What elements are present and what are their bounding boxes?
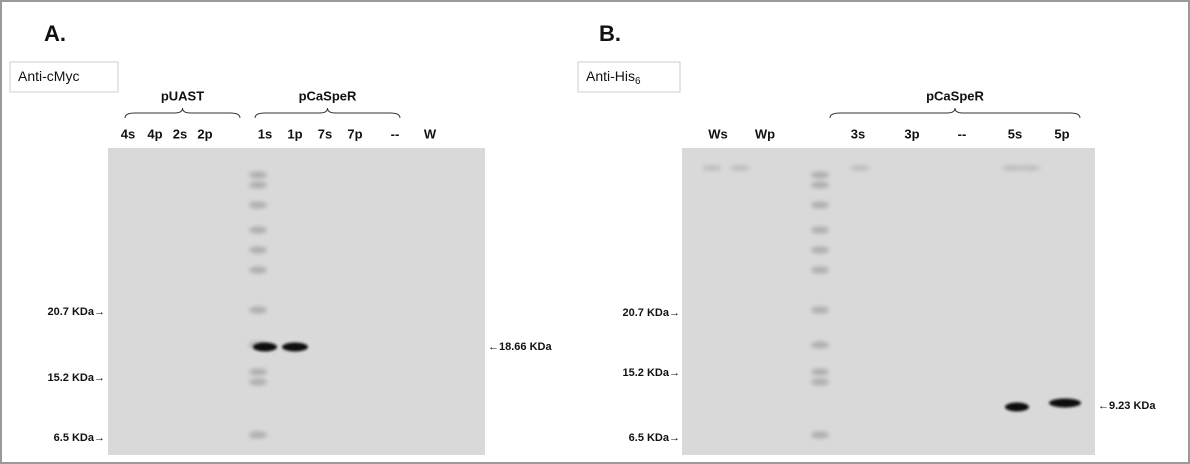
lane-label: Wp <box>755 126 775 141</box>
lane-label: 4p <box>147 126 162 141</box>
ladder-band <box>811 227 829 234</box>
antibody-subscript: 6 <box>635 76 641 87</box>
antibody-label: Anti-cMyc <box>18 68 79 84</box>
ladder-band <box>249 227 267 234</box>
group-label: pCaSpeR <box>299 88 357 103</box>
faint-band <box>730 165 750 171</box>
group-label: pUAST <box>161 88 204 103</box>
lane-label: 4s <box>121 126 135 141</box>
lane-label: 7p <box>347 126 362 141</box>
marker-label: 15.2 KDa→ <box>48 372 105 384</box>
ladder-band <box>249 182 267 189</box>
marker-label: 15.2 KDa→ <box>623 367 680 379</box>
lane-label: 7s <box>318 126 332 141</box>
lane-label: Ws <box>708 126 728 141</box>
panel-label: A. <box>44 21 66 46</box>
ladder-band <box>249 247 267 254</box>
lane-label: 5s <box>1008 126 1022 141</box>
ladder-band <box>249 202 267 209</box>
protein-band <box>282 343 308 352</box>
antibody-name: Anti-cMyc <box>18 68 79 84</box>
ladder-band <box>249 432 267 439</box>
lane-label: 2s <box>173 126 187 141</box>
ladder-band <box>249 172 267 179</box>
faint-band <box>850 165 870 171</box>
antibody-name: Anti-His <box>586 68 635 84</box>
faint-band <box>1002 165 1022 171</box>
ladder-band <box>811 202 829 209</box>
marker-label: 20.7 KDa→ <box>623 307 680 319</box>
figure: A. Anti-cMyc pUAST pCaSpeR 4s 4p 2s 2p 1s 1p 7s 7p -… <box>0 0 1190 464</box>
ladder-band <box>811 432 829 439</box>
faint-band <box>702 165 722 171</box>
band-size-label: ←18.66 KDa <box>488 341 552 353</box>
ladder-band <box>249 267 267 274</box>
lane-label: 3p <box>904 126 919 141</box>
ladder-band <box>811 342 829 349</box>
panel-label: B. <box>599 21 621 46</box>
marker-label: 6.5 KDa→ <box>54 432 105 444</box>
protein-band <box>253 343 277 352</box>
lane-label: -- <box>958 126 967 141</box>
band-size-label: ←9.23 KDa <box>1098 400 1156 412</box>
blot <box>682 148 1095 455</box>
protein-band <box>1049 399 1081 408</box>
lane-label: -- <box>391 126 400 141</box>
ladder-band <box>249 369 267 376</box>
ladder-band <box>811 267 829 274</box>
ladder-band <box>811 307 829 314</box>
ladder-band <box>811 369 829 376</box>
marker-label: 6.5 KDa→ <box>629 432 680 444</box>
lane-label: 1s <box>258 126 272 141</box>
ladder-band <box>249 307 267 314</box>
group-label: pCaSpeR <box>926 88 984 103</box>
ladder-band <box>811 247 829 254</box>
marker-label: 20.7 KDa→ <box>48 306 105 318</box>
ladder-band <box>811 379 829 386</box>
lane-label: W <box>424 126 437 141</box>
protein-band <box>1005 403 1029 412</box>
lane-label: 5p <box>1054 126 1069 141</box>
faint-band <box>1020 165 1040 171</box>
blot <box>108 148 485 455</box>
ladder-band <box>811 172 829 179</box>
lane-label: 1p <box>287 126 302 141</box>
ladder-band <box>811 182 829 189</box>
lane-label: 2p <box>197 126 212 141</box>
lane-label: 3s <box>851 126 865 141</box>
ladder-band <box>249 379 267 386</box>
